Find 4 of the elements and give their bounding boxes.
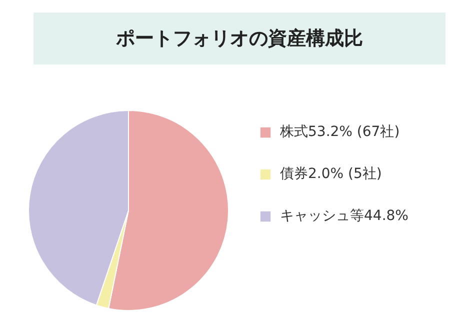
legend-label: キャッシュ等44.8% xyxy=(280,207,408,225)
legend-label: 株式53.2% (67社) xyxy=(280,123,400,141)
legend-label: 債券2.0% (5社) xyxy=(280,165,382,183)
chart-title: ポートフォリオの資産構成比 xyxy=(115,28,363,50)
